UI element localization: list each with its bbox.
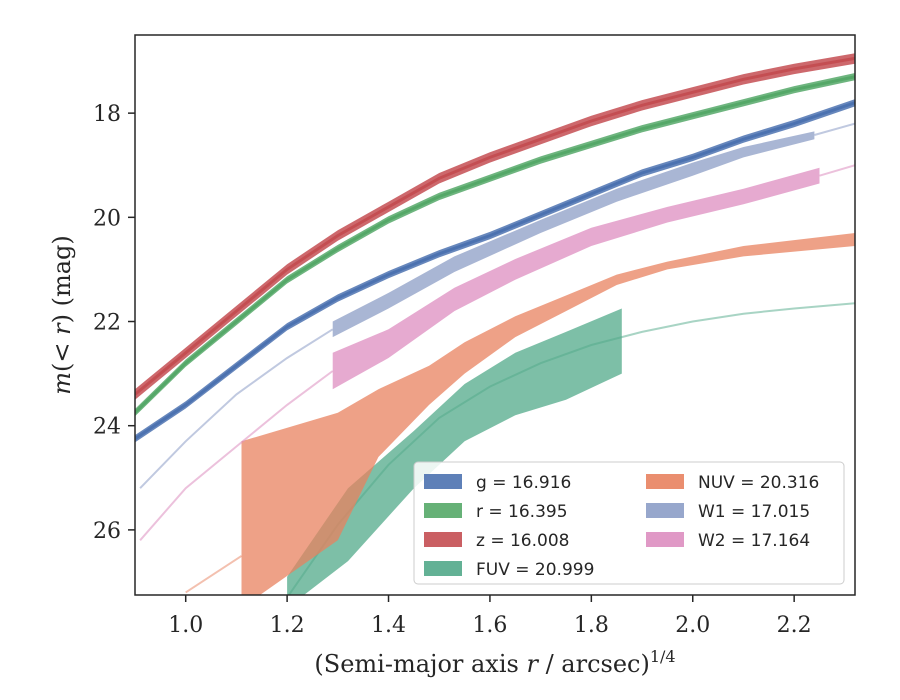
x-tick-label: 2.2 xyxy=(777,613,812,638)
series-nuv-extrapolation xyxy=(185,555,243,594)
x-tick-label: 1.4 xyxy=(371,613,406,638)
plot-frame xyxy=(134,34,856,596)
x-tick-label: 2.0 xyxy=(675,613,710,638)
legend-label-fuv: FUV = 20.999 xyxy=(476,560,594,580)
legend-label-w2: W2 = 17.164 xyxy=(698,531,810,551)
x-axis: 1.0 1.2 1.4 1.6 1.8 2.0 2.2 xyxy=(168,595,812,638)
legend-label-w1: W1 = 17.015 xyxy=(698,502,810,522)
series-g-line xyxy=(135,101,855,440)
y-tick-label: 18 xyxy=(93,102,121,127)
x-tick-label: 1.0 xyxy=(168,613,203,638)
series-w2-band xyxy=(332,167,820,390)
series-w1-extrapolation-outer xyxy=(814,122,855,136)
x-tick-label: 1.6 xyxy=(472,613,507,638)
series-w2-extrapolation-outer xyxy=(819,164,855,177)
series-z-line xyxy=(135,56,855,396)
y-axis-label: m(< r) (mag) xyxy=(48,235,76,395)
legend-label-g: g = 16.916 xyxy=(476,473,571,493)
legend-label-nuv: NUV = 20.316 xyxy=(698,473,819,493)
legend-swatch-fuv xyxy=(424,561,462,576)
legend-swatch-w2 xyxy=(646,532,684,547)
legend-label-z: z = 16.008 xyxy=(476,531,569,551)
plot-area xyxy=(135,53,855,595)
x-axis-label: (Semi-major axis r / arcsec)1/4 xyxy=(314,647,675,678)
legend-label-r: r = 16.395 xyxy=(476,502,568,522)
legend-swatch-w1 xyxy=(646,503,684,518)
series-w1-extrapolation-inner xyxy=(139,328,334,489)
legend: g = 16.916 r = 16.395 z = 16.008 FUV = 20.9… xyxy=(413,461,845,585)
legend-swatch-nuv xyxy=(646,474,684,489)
legend-frame xyxy=(413,461,845,585)
legend-swatch-z xyxy=(424,532,462,547)
y-tick-label: 20 xyxy=(93,206,121,231)
y-tick-label: 24 xyxy=(93,415,121,440)
y-axis: 18 20 22 24 26 xyxy=(93,102,135,544)
series-w2-extrapolation-inner xyxy=(139,370,334,541)
series-nuv-band xyxy=(241,233,855,595)
series-fuv-band xyxy=(287,308,622,595)
x-tick-label: 1.2 xyxy=(270,613,305,638)
y-tick-label: 26 xyxy=(93,519,121,544)
legend-swatch-r xyxy=(424,503,462,518)
x-tick-label: 1.8 xyxy=(574,613,609,638)
series-r-line xyxy=(135,75,855,414)
y-tick-label: 22 xyxy=(93,311,121,336)
legend-swatch-g xyxy=(424,474,462,489)
